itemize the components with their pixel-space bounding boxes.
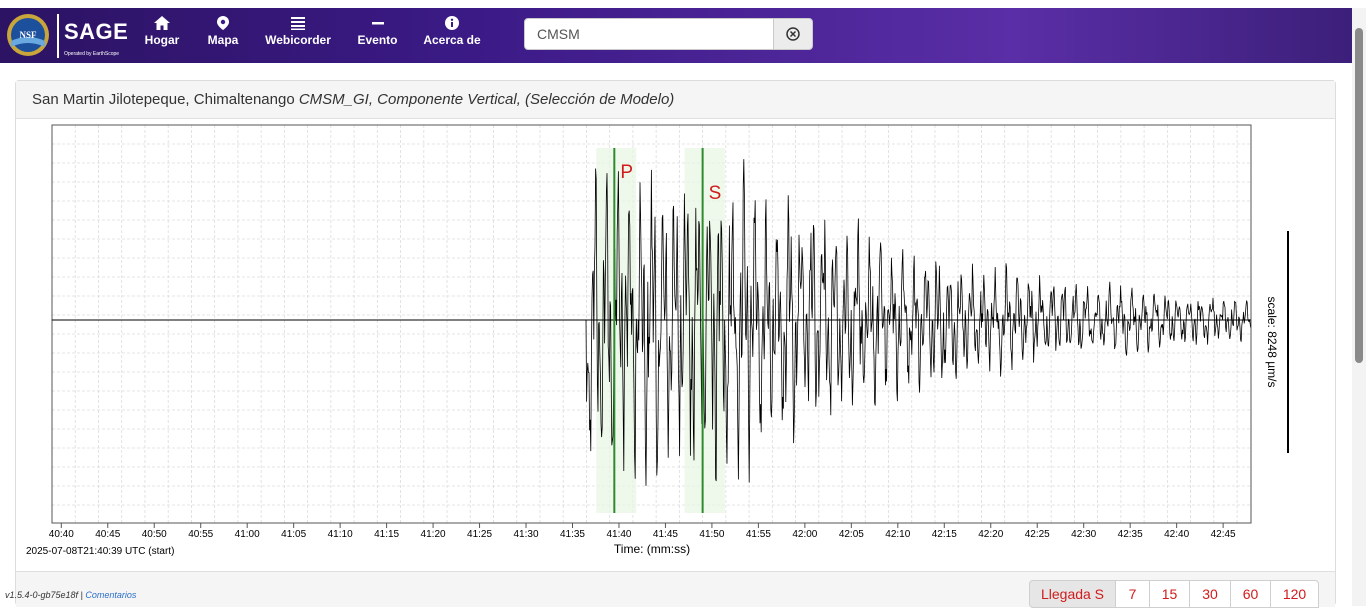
panel-title: San Martin Jilotepeque, Chimaltenango CM… [16,81,1335,119]
nav-webicorder[interactable]: Webicorder [265,16,331,47]
chart-grid [51,125,1251,523]
nsf-logo[interactable]: NSF [6,13,50,57]
plot-frame [51,124,1252,524]
x-tick-label: 41:30 [514,529,539,540]
x-tick-label: 41:40 [606,529,631,540]
x-tick-label: 41:50 [699,529,724,540]
top-navbar: NSF SAGE Operated by EarthScope Hogar Ma… [0,8,1352,63]
x-tick-label: 42:30 [1071,529,1096,540]
x-tick-label: 41:35 [560,529,585,540]
seismogram-trace [52,159,1252,486]
page-scrollbar-thumb[interactable] [1355,28,1363,363]
x-tick-label: 42:10 [885,529,910,540]
x-tick-label: 42:25 [1025,529,1050,540]
phase-label: P [620,162,633,183]
panel-title-location: San Martin Jilotepeque, Chimaltenango [32,91,299,108]
x-tick-label: 41:55 [746,529,771,540]
x-tick-label: 42:00 [792,529,817,540]
nav-event-label: Evento [357,33,398,47]
nav-map[interactable]: Mapa [204,16,242,47]
list-icon [291,17,305,30]
nav-home-label: Hogar [144,33,180,47]
version-text: v1.5.4-0-gb75e18f | [5,590,86,600]
x-tick-label: 40:40 [49,529,74,540]
x-tick-label: 41:10 [328,529,353,540]
x-tick-label: 42:15 [932,529,957,540]
brand-name[interactable]: SAGE [64,19,129,44]
phase-markers: PS [613,148,722,513]
s-arrival-button[interactable]: Llegada S [1029,580,1116,608]
x-tick-label: 40:55 [188,529,213,540]
map-pin-icon [217,16,229,30]
info-icon [445,16,459,30]
brand-subtitle: Operated by EarthScope [64,51,120,57]
x-tick-label: 41:25 [467,529,492,540]
nsf-logo-text: NSF [19,30,37,40]
x-tick-label: 42:20 [978,529,1003,540]
window-7-button[interactable]: 7 [1116,580,1150,608]
home-icon [154,16,170,30]
nav-about[interactable]: Acerca de [422,16,482,47]
time-window-buttons: Llegada S 7 15 30 60 120 [1029,580,1319,608]
phase-window [684,148,725,513]
feedback-link[interactable]: Comentarios [85,590,137,600]
x-axis-label: Time: (mm:ss) [614,542,690,556]
x-axis-ticks: 40:40 40:45 40:50 40:55 41:00 41:05 41:10 41:15… [49,523,1236,540]
window-60-button[interactable]: 60 [1231,580,1271,608]
nav-event[interactable]: Evento [355,16,400,47]
nav-webicorder-label: Webicorder [265,33,331,47]
x-tick-label: 42:05 [839,529,864,540]
x-tick-label: 40:45 [95,529,120,540]
nav-home[interactable]: Hogar [143,16,181,47]
window-30-button[interactable]: 30 [1190,580,1231,608]
minus-icon [371,22,384,25]
window-120-button[interactable]: 120 [1271,580,1319,608]
brand-separator [57,14,59,58]
panel-title-channel: CMSM_GI, Componente Vertical, (Selección… [298,91,675,108]
nav-about-label: Acerca de [423,33,481,47]
x-tick-label: 42:35 [1118,529,1143,540]
nav-map-label: Mapa [207,33,239,47]
clear-circle-icon [786,27,800,41]
station-search-input[interactable] [524,18,774,50]
scale-label: scale: 8248 µm/s [1265,297,1279,388]
phase-label: S [709,183,722,204]
phase-window [596,148,637,513]
x-tick-label: 41:45 [653,529,678,540]
x-tick-label: 41:05 [281,529,306,540]
version-info: v1.5.4-0-gb75e18f | Comentarios [5,590,136,600]
x-tick-label: 42:45 [1211,529,1236,540]
search-clear-button[interactable] [773,18,813,50]
x-tick-label: 42:40 [1164,529,1189,540]
x-tick-label: 41:20 [421,529,446,540]
x-tick-label: 41:00 [235,529,260,540]
x-tick-label: 40:50 [142,529,167,540]
phase-windows [596,148,725,513]
window-15-button[interactable]: 15 [1150,580,1190,608]
start-time-label: 2025-07-08T21:40:39 UTC (start) [26,546,174,557]
x-tick-label: 41:15 [374,529,399,540]
